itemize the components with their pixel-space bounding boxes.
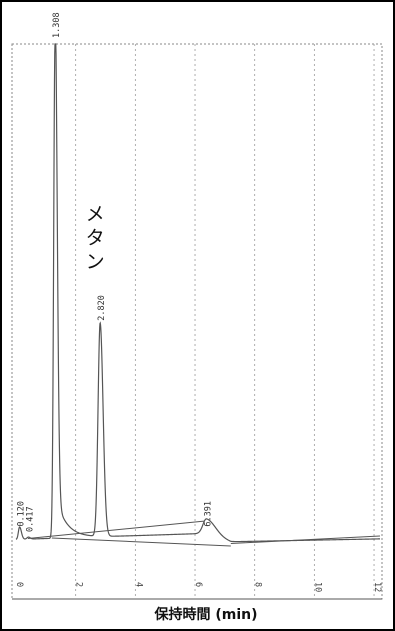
x-tick-label: 0 — [14, 582, 24, 587]
baseline-segment — [27, 520, 205, 540]
x-tick-label: 10 — [312, 582, 322, 592]
peak-label: 0.417 — [25, 506, 35, 532]
x-tick-label: 12 — [372, 582, 382, 592]
peak-label: 2.820 — [97, 295, 107, 321]
x-tick-label: 6 — [193, 582, 203, 587]
peak-label: 0.120 — [17, 501, 27, 527]
x-axis-label: 保持時間 (min) — [153, 606, 257, 623]
x-tick-label: 4 — [133, 582, 143, 587]
peak-label: 6.391 — [204, 501, 214, 527]
x-tick-label: 8 — [253, 582, 263, 587]
baseline-segment — [51, 537, 231, 547]
methane-annotation: メタン — [86, 203, 105, 273]
x-tick-labels: 0 2 4 6 8 10 12 — [14, 582, 382, 592]
x-tick-label: 2 — [74, 582, 84, 587]
chromatogram-trace — [15, 43, 381, 543]
peak-label: 1.308 — [52, 12, 62, 38]
